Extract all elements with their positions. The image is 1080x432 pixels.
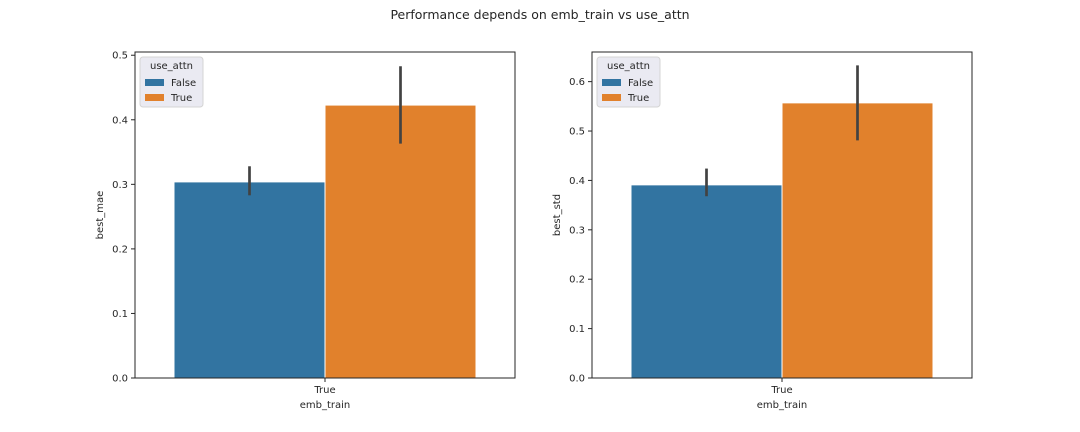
chart-panels: 0.0 0.1 0.2 0.3 0.4 0.5 True emb_train best_mae u… [95, 51, 973, 411]
y-axis-label: best_mae [95, 191, 106, 240]
x-tick-label: True [313, 385, 335, 396]
legend: use_attn False True [596, 56, 661, 108]
legend-swatch-false [145, 79, 164, 86]
legend-swatch-true [145, 94, 164, 101]
chart-panel-1: 0.0 0.1 0.2 0.3 0.4 0.5 True emb_train best_mae u… [95, 51, 516, 411]
bar-false [631, 185, 782, 378]
y-tick-label: 0.0 [112, 374, 128, 385]
y-tick-label: 0.1 [569, 324, 585, 335]
legend-swatch-false [602, 79, 621, 86]
legend: use_attn False True [139, 56, 204, 108]
x-tick-label: True [770, 385, 792, 396]
y-tick-label: 0.5 [112, 51, 128, 62]
legend-title: use_attn [607, 61, 650, 72]
chart-panel-2: 0.0 0.1 0.2 0.3 0.4 0.5 0.6 True emb_train best_s… [552, 51, 973, 411]
y-axis-label: best_std [552, 194, 563, 236]
y-tick-label: 0.0 [569, 374, 585, 385]
legend-title: use_attn [150, 61, 193, 72]
legend-label-true: True [627, 93, 649, 104]
y-tick-label: 0.2 [112, 244, 128, 255]
bar-true [325, 105, 476, 378]
figure-title: Performance depends on emb_train vs use_… [390, 7, 689, 22]
bar-true [782, 103, 933, 379]
legend-swatch-true [602, 94, 621, 101]
y-tick-label: 0.3 [569, 225, 585, 236]
y-tick-label: 0.3 [112, 180, 128, 191]
y-tick-label: 0.5 [569, 127, 585, 138]
legend-label-false: False [171, 78, 196, 89]
y-tick-label: 0.2 [569, 275, 585, 286]
legend-label-true: True [170, 93, 192, 104]
x-axis-label: emb_train [300, 400, 351, 411]
y-tick-label: 0.4 [112, 115, 128, 126]
legend-label-false: False [628, 78, 653, 89]
bar-false [174, 182, 325, 378]
y-tick-label: 0.6 [569, 77, 585, 88]
y-tick-label: 0.1 [112, 309, 128, 320]
x-axis-label: emb_train [757, 400, 808, 411]
y-tick-label: 0.4 [569, 176, 585, 187]
